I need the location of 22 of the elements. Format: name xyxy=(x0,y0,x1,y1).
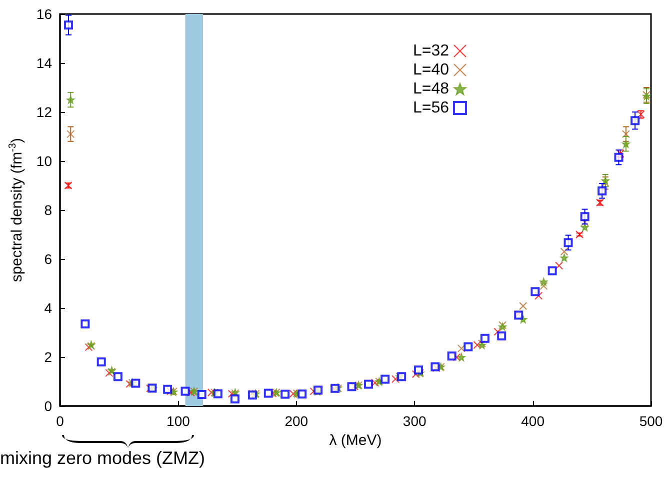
y-tick-label: 8 xyxy=(44,202,52,218)
legend-label: L=32 xyxy=(412,42,450,60)
y-tick-label: 10 xyxy=(36,153,52,169)
y-tick-label: 12 xyxy=(36,104,52,120)
y-tick-label: 2 xyxy=(44,349,52,365)
y-tick-label: 4 xyxy=(44,300,52,316)
legend-label: L=40 xyxy=(412,62,450,78)
x-axis-title: λ (MeV) xyxy=(329,432,382,449)
legend-label: L=48 xyxy=(412,80,450,98)
x-tick-label: 100 xyxy=(166,413,190,429)
legend-label: L=56 xyxy=(412,100,450,116)
x-tick-label: 0 xyxy=(56,413,64,429)
x-tick-label: 400 xyxy=(521,413,545,429)
y-tick-label: 6 xyxy=(44,251,52,267)
y-axis-title: spectral density (fm-3) xyxy=(8,138,26,282)
y-tick-label: 14 xyxy=(36,55,52,71)
x-tick-label: 300 xyxy=(402,413,426,429)
y-tick-label: 0 xyxy=(44,398,52,414)
text: mixing zero modes (ZMZ) xyxy=(0,448,206,469)
x-tick-label: 500 xyxy=(639,413,663,429)
x-tick-label: 200 xyxy=(284,413,308,429)
y-tick-label: 16 xyxy=(36,6,52,22)
